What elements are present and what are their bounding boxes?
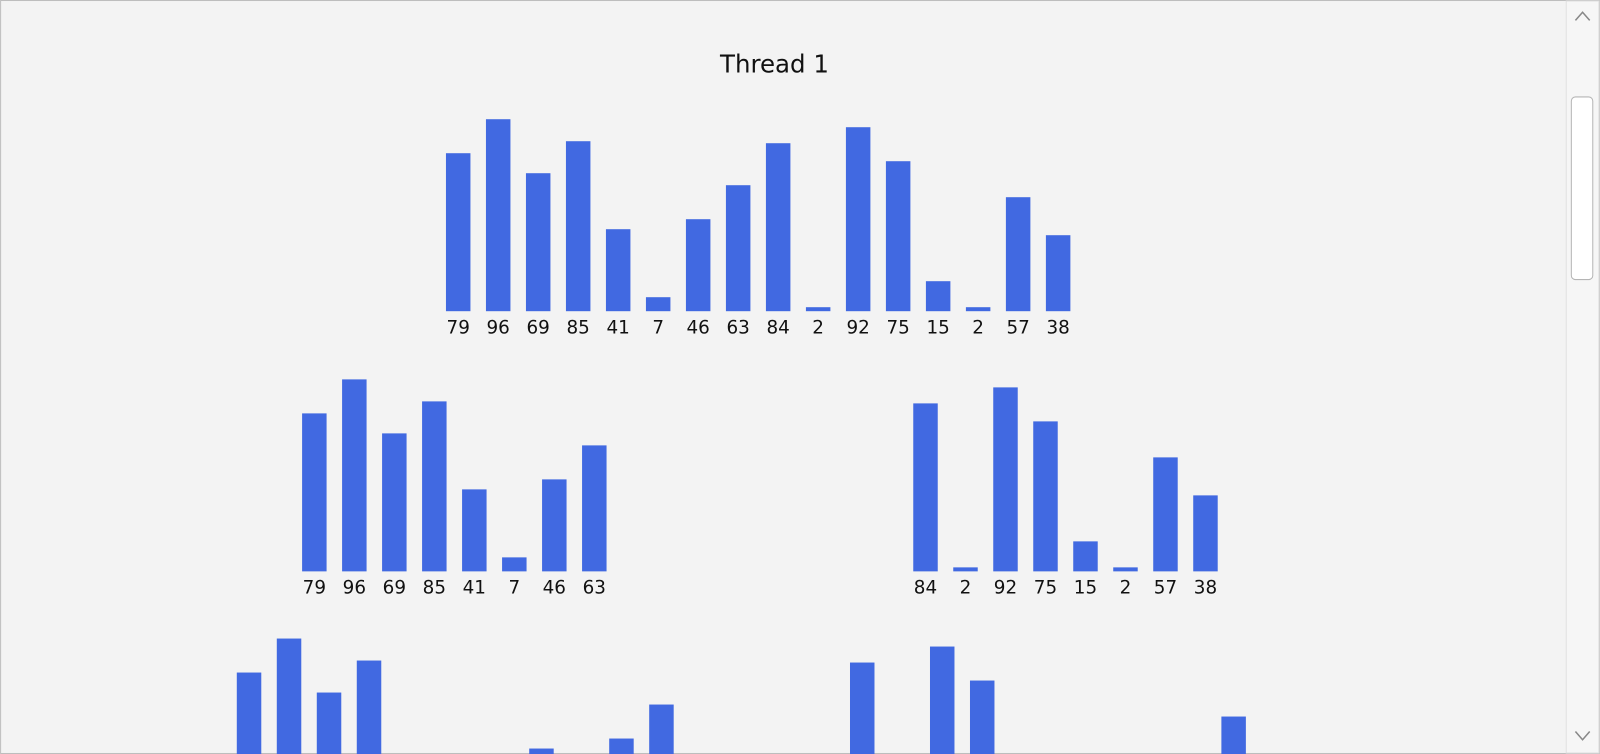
- value-label: 63: [726, 318, 749, 339]
- value-bar: [525, 173, 551, 312]
- value-label: 15: [926, 318, 949, 339]
- value-bar: [582, 445, 607, 572]
- value-label: 69: [527, 318, 550, 339]
- value-label: 63: [583, 578, 606, 599]
- value-label: 2: [972, 318, 984, 339]
- value-bar: [316, 692, 342, 754]
- value-label: 2: [812, 318, 824, 339]
- value-label: 38: [1194, 578, 1217, 599]
- sort-levels: 79 96 69 85 41 7 46 63 84 2 92 75 15 2 57 38 79 96 69 85 41 7…: [236, 119, 1246, 754]
- value-label: 84: [914, 578, 937, 599]
- value-label: 92: [846, 318, 869, 339]
- value-label: 57: [1006, 318, 1029, 339]
- value-label: 85: [566, 318, 589, 339]
- value-bar: [542, 479, 567, 572]
- scroll-down-arrow[interactable]: [1574, 731, 1591, 741]
- value-bar: [302, 413, 327, 572]
- value-label: 84: [766, 318, 789, 339]
- value-bar: [462, 489, 487, 572]
- value-bar: [845, 127, 871, 312]
- value-label: 15: [1074, 578, 1097, 599]
- value-bar: [445, 153, 471, 312]
- value-bar: [529, 748, 554, 754]
- value-label: 46: [686, 318, 709, 339]
- value-bar: [1193, 495, 1218, 572]
- value-bar: [929, 646, 955, 754]
- value-bar: [422, 401, 447, 572]
- value-label: 96: [343, 578, 366, 599]
- value-bar: [1221, 716, 1246, 754]
- value-label: 7: [508, 578, 520, 599]
- value-bar: [236, 672, 262, 754]
- value-bar: [965, 307, 991, 312]
- value-bar: [765, 143, 791, 312]
- value-bar: [953, 567, 978, 572]
- value-bar: [565, 141, 591, 312]
- value-bar: [685, 219, 711, 312]
- value-label: 2: [960, 578, 972, 599]
- value-label: 75: [1034, 578, 1057, 599]
- value-label: 85: [423, 578, 446, 599]
- thread-title: Thread 1: [719, 49, 829, 78]
- value-label: 7: [652, 318, 664, 339]
- value-bar: [342, 379, 367, 572]
- value-bar: [969, 680, 995, 754]
- value-bar: [645, 297, 671, 312]
- value-bar: [993, 387, 1018, 572]
- value-bar: [1153, 457, 1178, 572]
- value-bar: [805, 307, 831, 312]
- value-bar: [356, 660, 382, 754]
- value-label: 41: [463, 578, 486, 599]
- value-bar: [276, 638, 302, 754]
- value-bar: [382, 433, 407, 572]
- value-bar: [502, 557, 527, 572]
- value-bar: [609, 738, 634, 754]
- value-label: 69: [383, 578, 406, 599]
- value-bar: [485, 119, 511, 312]
- value-bar: [725, 185, 751, 312]
- value-label: 38: [1046, 318, 1069, 339]
- value-label: 92: [994, 578, 1017, 599]
- value-label: 41: [606, 318, 629, 339]
- value-bar: [925, 281, 951, 312]
- value-bar: [1045, 235, 1071, 312]
- value-bar: [649, 704, 674, 754]
- value-label: 79: [303, 578, 326, 599]
- value-bar: [1033, 421, 1058, 572]
- scroll-up-arrow[interactable]: [1574, 11, 1591, 21]
- scrollbar[interactable]: [1565, 0, 1600, 754]
- value-label: 79: [447, 318, 470, 339]
- value-bar: [605, 229, 631, 312]
- value-bar: [885, 161, 911, 312]
- value-label: 57: [1154, 578, 1177, 599]
- value-label: 75: [886, 318, 909, 339]
- value-bar: [913, 403, 938, 572]
- value-label: 96: [487, 318, 510, 339]
- value-bar: [849, 662, 875, 754]
- value-bar: [1113, 567, 1138, 572]
- value-label: 46: [543, 578, 566, 599]
- value-bar: [1005, 197, 1031, 312]
- value-label: 2: [1120, 578, 1132, 599]
- scrollbar-thumb[interactable]: [1570, 96, 1594, 281]
- value-bar: [1073, 541, 1098, 572]
